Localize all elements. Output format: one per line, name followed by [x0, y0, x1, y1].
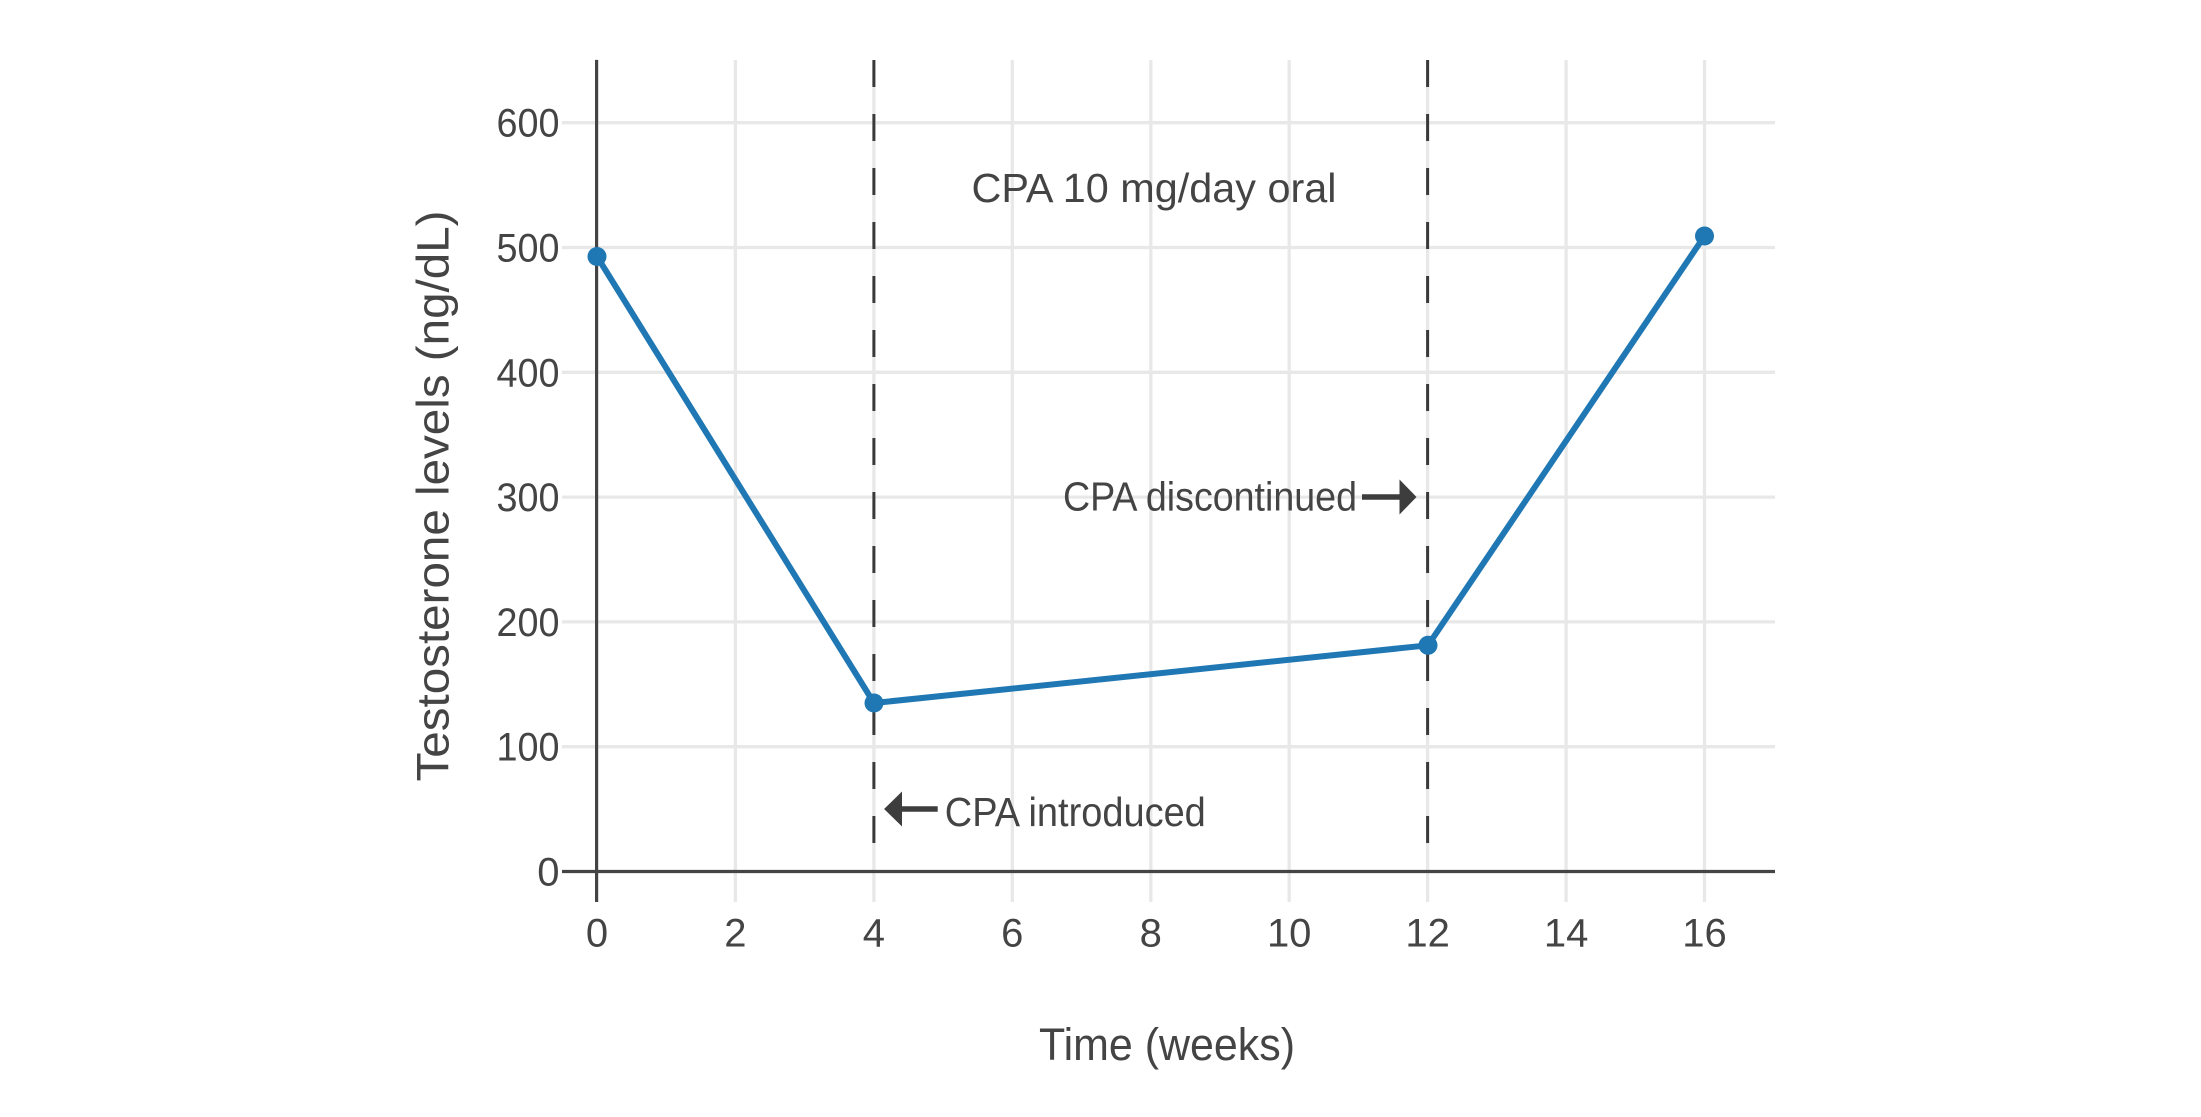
- svg-text:12: 12: [1405, 911, 1450, 955]
- svg-text:400: 400: [497, 351, 560, 395]
- svg-text:100: 100: [497, 726, 560, 770]
- svg-text:Time (weeks): Time (weeks): [1039, 1019, 1295, 1070]
- svg-text:300: 300: [497, 476, 560, 520]
- svg-text:14: 14: [1544, 911, 1589, 955]
- svg-text:8: 8: [1140, 911, 1162, 955]
- svg-text:4: 4: [863, 911, 885, 955]
- svg-text:2: 2: [724, 911, 746, 955]
- svg-text:16: 16: [1682, 911, 1727, 955]
- svg-text:CPA discontinued: CPA discontinued: [1063, 474, 1357, 520]
- svg-text:0: 0: [537, 851, 559, 895]
- svg-text:10: 10: [1267, 911, 1312, 955]
- svg-text:200: 200: [497, 601, 560, 645]
- svg-text:CPA 10 mg/day oral: CPA 10 mg/day oral: [972, 165, 1337, 211]
- svg-text:6: 6: [1001, 911, 1023, 955]
- svg-text:Testosterone levels (ng/dL): Testosterone levels (ng/dL): [408, 211, 459, 782]
- svg-text:0: 0: [586, 911, 608, 955]
- svg-text:500: 500: [497, 227, 560, 271]
- svg-text:CPA introduced: CPA introduced: [945, 789, 1206, 835]
- svg-text:600: 600: [497, 102, 560, 146]
